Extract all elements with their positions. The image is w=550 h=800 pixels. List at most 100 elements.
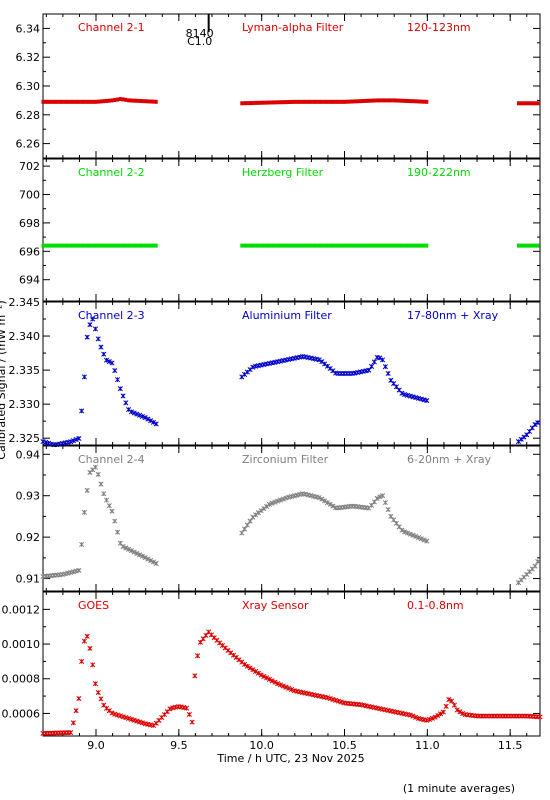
data-point xyxy=(259,100,263,105)
data-point xyxy=(281,243,285,248)
data-point xyxy=(407,531,413,537)
data-point xyxy=(151,243,155,248)
data-point xyxy=(403,243,407,248)
data-point xyxy=(535,420,541,426)
footnote: (1 minute averages) xyxy=(403,782,515,795)
data-point xyxy=(253,668,259,675)
y-tick-label: 0.91 xyxy=(16,573,41,586)
data-point xyxy=(370,243,374,248)
data-point xyxy=(143,243,147,248)
data-point xyxy=(273,100,277,105)
data-point xyxy=(87,645,93,652)
x-tick-label: 11.5 xyxy=(498,739,523,752)
data-point xyxy=(309,243,313,248)
data-point xyxy=(77,99,81,104)
data-point xyxy=(77,243,81,248)
data-point xyxy=(424,538,430,544)
data-point xyxy=(91,99,95,104)
panel-frame xyxy=(42,13,541,159)
data-point xyxy=(148,418,154,424)
data-point xyxy=(109,710,115,716)
data-point xyxy=(381,243,385,248)
data-point xyxy=(114,377,121,383)
data-point xyxy=(533,101,537,106)
data-point xyxy=(107,98,111,103)
data-point xyxy=(377,494,383,500)
data-point xyxy=(342,243,346,248)
y-tick-label: 0.0012 xyxy=(2,603,41,616)
panel-channel-label: Channel 2-4 xyxy=(78,453,145,466)
data-point xyxy=(536,243,540,248)
data-point xyxy=(537,714,543,720)
data-point xyxy=(184,705,190,711)
panel-band-label: 0.1-0.8nm xyxy=(407,599,464,612)
data-point xyxy=(266,501,272,507)
chart-panels: 6.26 6.28 6.30 6.32 6.34 Channel 2-1 Lyman-alp… xyxy=(2,13,543,752)
data-point xyxy=(113,98,117,103)
data-point xyxy=(49,243,53,248)
data-point xyxy=(414,99,418,104)
panel-band-label: 120-123nm xyxy=(407,21,471,34)
data-point xyxy=(140,243,144,248)
data-point xyxy=(375,98,379,103)
event-marker-label-2: C1.0 xyxy=(187,35,212,48)
data-point xyxy=(55,99,59,104)
data-point xyxy=(95,689,101,696)
data-point xyxy=(280,496,286,502)
data-point xyxy=(200,636,206,642)
data-point xyxy=(516,101,520,106)
data-point xyxy=(63,243,67,248)
data-point xyxy=(378,243,382,248)
data-point xyxy=(312,99,316,104)
data-point xyxy=(290,243,293,248)
data-point xyxy=(149,243,153,248)
data-point xyxy=(454,707,460,713)
data-point xyxy=(73,708,79,714)
data-point xyxy=(70,720,76,726)
data-point xyxy=(99,99,103,104)
data-point xyxy=(405,98,409,103)
data-point xyxy=(460,711,466,717)
data-point xyxy=(320,243,324,248)
data-point xyxy=(90,316,96,322)
x-axis-label: Time / h UTC, 23 Nov 2025 xyxy=(216,752,364,765)
data-point xyxy=(284,100,288,105)
data-point xyxy=(535,558,541,565)
data-point xyxy=(121,97,125,102)
data-point xyxy=(273,243,277,248)
data-point xyxy=(319,496,325,502)
data-point xyxy=(248,101,252,106)
data-point xyxy=(76,695,82,702)
data-point xyxy=(66,99,70,104)
panel-4: 0.91 0.92 0.93 0.94 Channel 2-4 Zirconium Fil… xyxy=(16,445,541,592)
data-point xyxy=(530,101,534,106)
data-point xyxy=(139,553,145,559)
data-point xyxy=(290,99,293,104)
data-point xyxy=(382,364,388,370)
data-point xyxy=(90,662,96,668)
data-point xyxy=(80,243,84,248)
data-point xyxy=(528,101,532,106)
data-point xyxy=(87,322,93,328)
data-point xyxy=(443,703,449,709)
data-point xyxy=(328,243,332,248)
panel-frame xyxy=(42,301,541,446)
panel-channel-label: GOES xyxy=(78,599,109,612)
data-point xyxy=(267,243,271,248)
data-point xyxy=(367,98,371,103)
data-point xyxy=(52,99,56,104)
data-point xyxy=(112,518,118,524)
data-point xyxy=(81,374,87,380)
data-point xyxy=(276,243,280,248)
panel-filter-label: Lyman-alpha Filter xyxy=(242,21,344,34)
data-point xyxy=(336,99,340,104)
data-point xyxy=(41,99,45,104)
data-point xyxy=(364,243,368,248)
data-point xyxy=(128,548,134,554)
data-point xyxy=(264,675,270,681)
data-point xyxy=(306,99,310,104)
data-point xyxy=(146,99,150,104)
data-point xyxy=(262,243,266,248)
data-point xyxy=(369,363,375,370)
data-point xyxy=(66,243,70,248)
